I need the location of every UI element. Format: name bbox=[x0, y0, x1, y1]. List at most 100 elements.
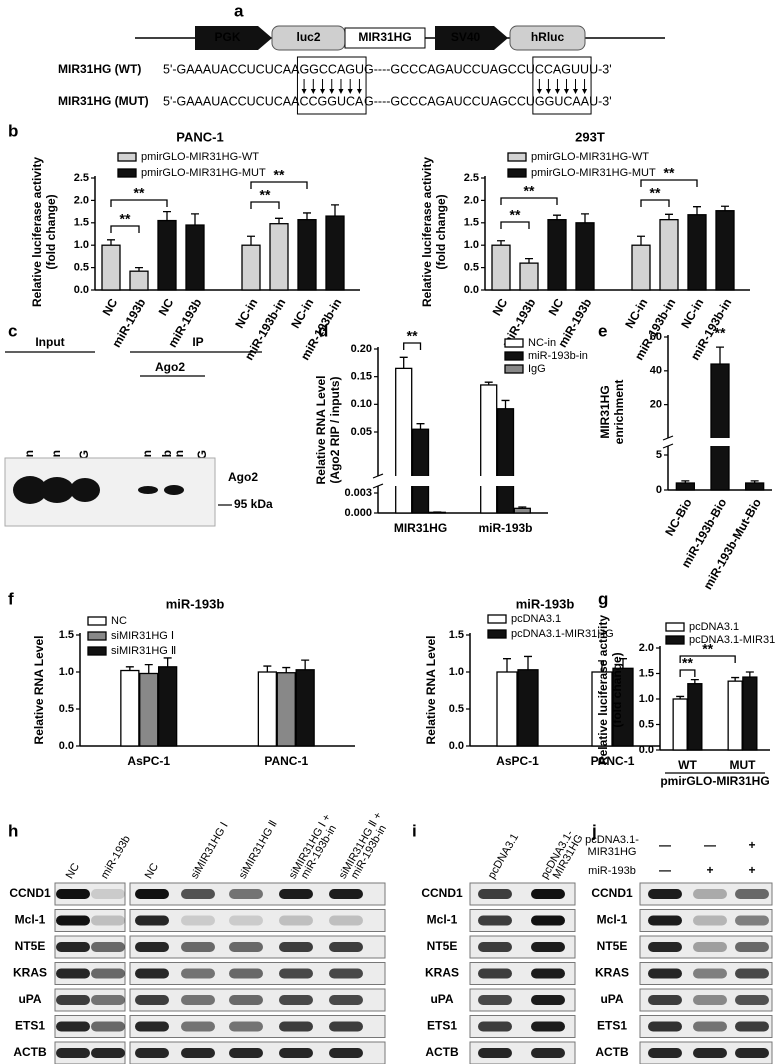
error-bar bbox=[135, 266, 143, 272]
panel-label: g bbox=[598, 589, 608, 608]
bar bbox=[411, 428, 430, 514]
y-tick-label: 1.5 bbox=[639, 667, 654, 679]
error-bar bbox=[416, 423, 425, 430]
significance-label: ** bbox=[274, 167, 285, 183]
row-label: CCND1 bbox=[421, 886, 463, 900]
bar bbox=[727, 680, 743, 751]
significance-label: ** bbox=[260, 187, 271, 203]
bar bbox=[480, 384, 498, 514]
legend-swatch bbox=[487, 614, 507, 624]
y-axis-label: enrichment bbox=[612, 380, 626, 445]
blot-band bbox=[478, 942, 512, 952]
y-tick-label: 2.5 bbox=[464, 172, 479, 184]
blot-band bbox=[478, 1048, 512, 1058]
panel-label: b bbox=[8, 121, 18, 140]
sequence-piece: 5'-GAAAUACCUCUCAA bbox=[163, 94, 300, 108]
x-tick-label: NC-in bbox=[288, 296, 316, 331]
bar bbox=[157, 219, 177, 291]
blot-strip bbox=[639, 935, 773, 959]
y-tick-label: 1.0 bbox=[449, 666, 464, 678]
significance-bracket bbox=[110, 199, 168, 207]
marker-label: 95 kDa bbox=[234, 497, 273, 511]
blot-band bbox=[229, 915, 263, 926]
bar bbox=[742, 676, 758, 751]
legend-label: IgG bbox=[528, 363, 546, 375]
error-bar bbox=[303, 212, 311, 220]
bar bbox=[491, 244, 511, 291]
row-label: CCND1 bbox=[591, 886, 633, 900]
legend-swatch bbox=[504, 338, 524, 348]
significance-label: ** bbox=[407, 328, 418, 344]
row-label: Mcl-1 bbox=[427, 913, 458, 927]
error-bar bbox=[681, 480, 690, 483]
y-tick-label: 0.5 bbox=[59, 703, 74, 715]
y-tick-label: 1.0 bbox=[59, 666, 74, 678]
construct-promoter bbox=[435, 26, 508, 50]
site-arrowhead bbox=[320, 89, 326, 94]
row-label: KRAS bbox=[595, 966, 629, 980]
site-arrowhead bbox=[329, 89, 335, 94]
sequence-piece: G----GCCCAGAUCCUAGCCU bbox=[364, 62, 535, 76]
x-tick-label: NC bbox=[100, 296, 121, 318]
blot-strip bbox=[469, 962, 576, 985]
x-tick-label: NC-in bbox=[622, 296, 650, 331]
blot-band bbox=[478, 1021, 512, 1032]
y-tick-label: 0.0 bbox=[464, 284, 479, 296]
blot-band bbox=[329, 942, 363, 952]
blot-band bbox=[229, 942, 263, 952]
y-axis-label: Relative luciferase activity bbox=[30, 157, 44, 307]
bar bbox=[269, 223, 289, 291]
panel-label: f bbox=[8, 589, 14, 608]
legend-swatch bbox=[504, 364, 524, 374]
legend-label: pcDNA3.1 bbox=[511, 613, 561, 625]
blot-band bbox=[56, 942, 90, 952]
error-bar bbox=[107, 239, 115, 246]
x-tick-label: PANC-1 bbox=[591, 754, 635, 768]
row-label: uPA bbox=[430, 992, 453, 1006]
blot-band bbox=[135, 1021, 169, 1032]
y-tick-label: 0.0 bbox=[449, 740, 464, 752]
bar bbox=[241, 244, 261, 291]
sequence-piece: CCAGUU bbox=[535, 62, 589, 76]
blot-band bbox=[531, 942, 565, 952]
bar bbox=[101, 244, 121, 291]
y-tick-label: 0.000 bbox=[344, 507, 372, 519]
legend-label: NC bbox=[111, 615, 127, 627]
condition-label: MIR31HG bbox=[588, 846, 637, 858]
bar bbox=[185, 224, 205, 291]
significance-label: ** bbox=[120, 211, 131, 227]
construct-insert bbox=[344, 27, 426, 49]
blot-band bbox=[329, 889, 363, 899]
condition-sign: + bbox=[706, 863, 713, 877]
legend-swatch bbox=[87, 646, 107, 656]
error-bar bbox=[484, 381, 493, 385]
blot-band bbox=[329, 1021, 363, 1032]
blot-band bbox=[181, 915, 215, 926]
blot-band bbox=[56, 968, 90, 979]
error-bar bbox=[263, 665, 272, 672]
blot-band bbox=[91, 915, 125, 926]
blot-band bbox=[648, 942, 682, 952]
blot-band bbox=[56, 889, 90, 899]
blot-band bbox=[329, 1048, 363, 1058]
blot-strip bbox=[469, 909, 576, 932]
row-label: ACTB bbox=[425, 1045, 459, 1059]
legend-label: pmirGLO-MIR31HG-MUT bbox=[141, 167, 266, 179]
condition-sign: — bbox=[704, 838, 716, 852]
blot-band bbox=[648, 968, 682, 979]
y-axis-label: Relative luciferase activity bbox=[596, 615, 610, 765]
blot-band bbox=[135, 889, 169, 899]
column-label: NC bbox=[64, 861, 82, 881]
y-axis-label: Relative RNA Level bbox=[314, 376, 328, 485]
y-tick-label: 0.003 bbox=[344, 487, 372, 499]
y-tick-label: 0.10 bbox=[351, 398, 372, 410]
error-bar bbox=[518, 506, 527, 509]
blot-band bbox=[181, 889, 215, 899]
blot-band bbox=[478, 968, 512, 979]
blot-band bbox=[531, 915, 565, 926]
error-bar bbox=[331, 204, 339, 217]
blot-band bbox=[648, 889, 682, 899]
bar bbox=[715, 210, 735, 291]
y-axis-label: Relative RNA Level bbox=[32, 636, 46, 745]
y-tick-label: 0.0 bbox=[74, 284, 89, 296]
